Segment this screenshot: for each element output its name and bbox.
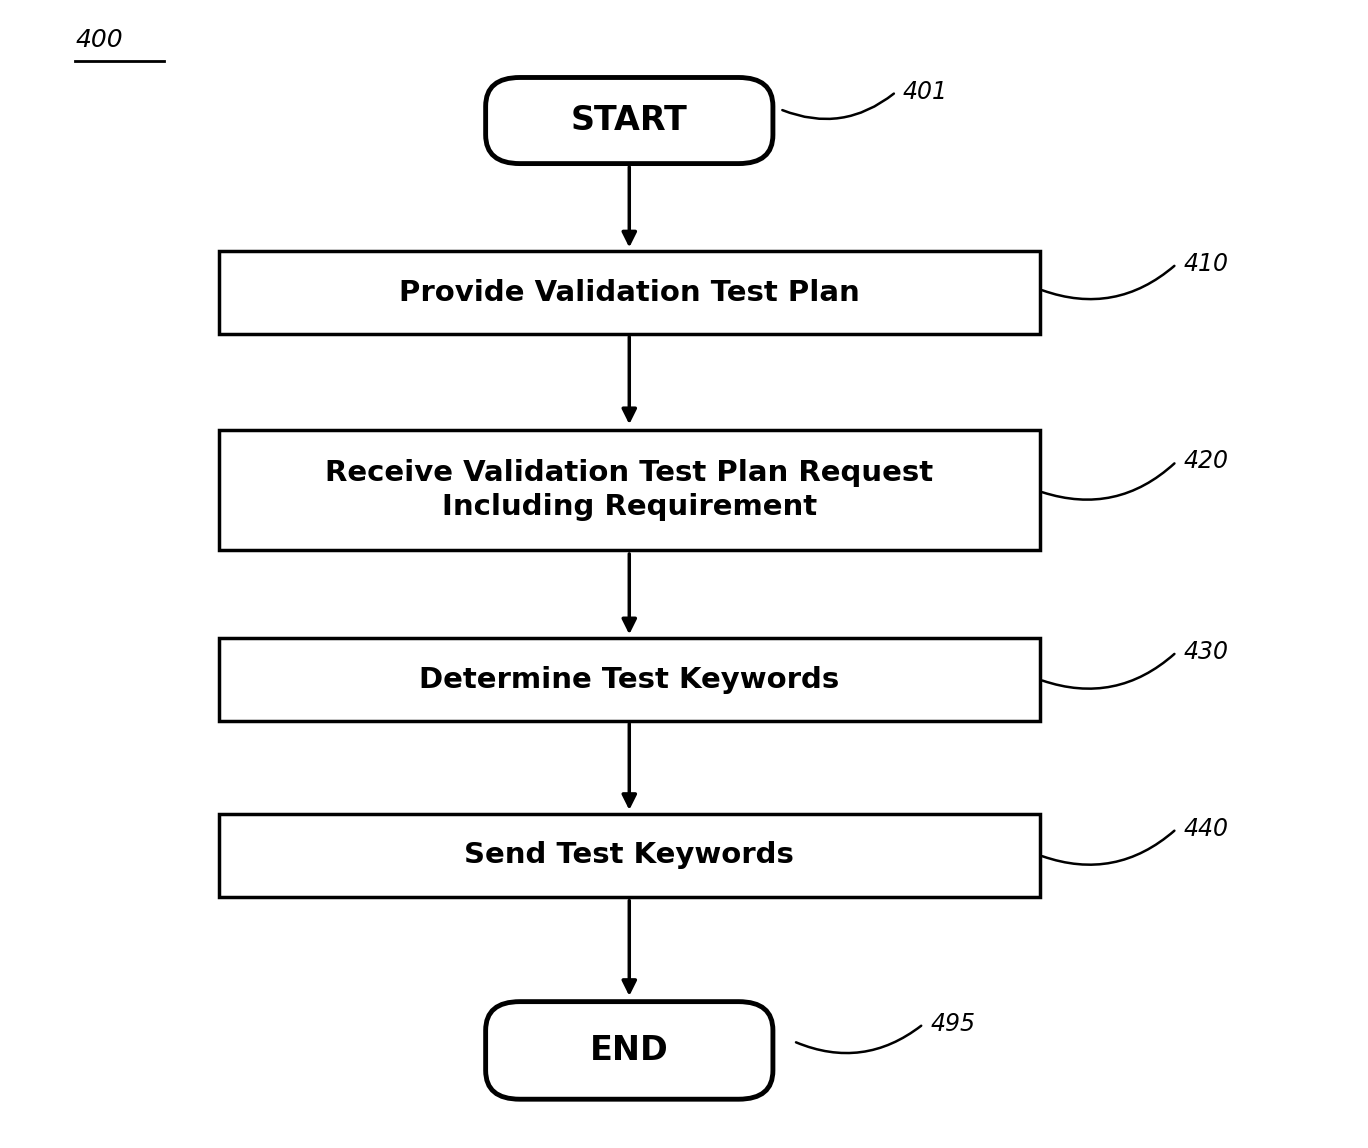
Text: Determine Test Keywords: Determine Test Keywords xyxy=(419,666,840,693)
Text: START: START xyxy=(570,104,688,137)
Text: 400: 400 xyxy=(75,28,123,52)
Bar xyxy=(219,638,1040,721)
FancyBboxPatch shape xyxy=(486,78,773,163)
Bar xyxy=(219,251,1040,334)
Bar xyxy=(219,430,1040,551)
Text: 401: 401 xyxy=(903,80,948,103)
Text: END: END xyxy=(590,1034,669,1066)
Text: 495: 495 xyxy=(930,1013,975,1035)
Text: 440: 440 xyxy=(1183,817,1228,840)
Text: 420: 420 xyxy=(1183,450,1228,473)
Text: Provide Validation Test Plan: Provide Validation Test Plan xyxy=(399,279,859,307)
Text: 410: 410 xyxy=(1183,253,1228,276)
Text: 430: 430 xyxy=(1183,641,1228,664)
Text: Send Test Keywords: Send Test Keywords xyxy=(464,841,795,869)
FancyBboxPatch shape xyxy=(486,1001,773,1100)
Bar xyxy=(219,814,1040,897)
Text: Receive Validation Test Plan Request
Including Requirement: Receive Validation Test Plan Request Inc… xyxy=(326,459,933,521)
